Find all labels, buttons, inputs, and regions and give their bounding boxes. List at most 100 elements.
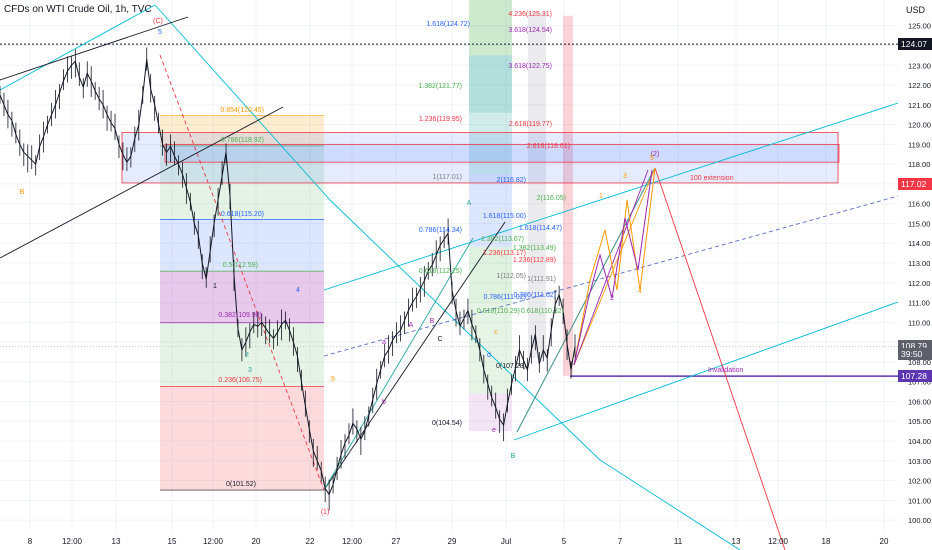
- wave-label: A: [409, 322, 414, 329]
- x-tick-label: 15: [168, 537, 177, 546]
- y-tick-label: 105.00: [908, 417, 931, 426]
- trend-line: [573, 169, 649, 366]
- extension-zone: [121, 132, 839, 184]
- fib-extension-label: 1.382(113.49): [513, 245, 556, 252]
- fib-extension-label: 0(104.54): [432, 420, 462, 427]
- x-tick-label: 13: [732, 537, 741, 546]
- trend-line: [0, 16, 189, 81]
- fib-zone: [528, 11, 546, 358]
- wave-label: B: [430, 318, 435, 325]
- trend-line: [329, 199, 601, 461]
- fib-label: 0.5(112.59): [223, 262, 258, 269]
- wave-label: 5: [331, 376, 335, 383]
- y-tick-label: 118.00: [908, 160, 930, 169]
- fib-zone: [469, 174, 512, 248]
- wave-label: a: [382, 339, 386, 346]
- fib-extension-label: 1.382(113.67): [481, 236, 524, 243]
- fib-label: 0.786(118.92): [221, 137, 264, 144]
- x-tick-label: 5: [562, 537, 567, 546]
- price-badge: 117.02: [898, 177, 932, 190]
- fib-extension-label: 1.618(115.00): [483, 213, 526, 220]
- x-tick-label: 13: [112, 537, 121, 546]
- invalidation-note: Invalidation: [708, 367, 744, 374]
- x-tick-label: 20: [252, 537, 261, 546]
- wave-label: B: [511, 453, 516, 460]
- fib-label: 0.618(115.20): [221, 211, 264, 218]
- x-tick-label: 12:00: [203, 537, 224, 546]
- fib-extension-label: 1(111.91): [527, 276, 556, 283]
- x-tick-label: 12:00: [62, 537, 83, 546]
- fib-extension-label: 0.618(112.25): [419, 268, 462, 275]
- fib-extension-label: 1(112.05): [497, 273, 526, 280]
- x-tick-label: 12:00: [342, 537, 363, 546]
- price-badge: 39:50: [898, 347, 932, 360]
- fib-zone: [160, 219, 324, 272]
- fib-extension-label: 0.786(111.02): [483, 294, 526, 301]
- y-tick-label: 120.00: [908, 121, 931, 130]
- fib-zone: [469, 112, 512, 175]
- fib-label: 0.382(109.98): [218, 312, 262, 319]
- y-tick-label: 115.00: [908, 219, 930, 228]
- fib-extension-label: 2(116.82): [497, 177, 526, 184]
- x-tick-label: 20: [880, 537, 889, 546]
- x-tick-label: 18: [822, 537, 831, 546]
- fib-label: 0(101.52): [226, 481, 256, 488]
- y-tick-label: 111.00: [908, 299, 930, 308]
- fib-extension-label: 0.618(110.29): [477, 308, 520, 315]
- wave-label: (C): [153, 18, 163, 25]
- y-tick-label: 114.00: [908, 239, 930, 248]
- fib-extension-label: 4.236(125.31): [508, 11, 552, 18]
- fib-zone: [469, 0, 512, 56]
- y-tick-label: 125.00: [908, 22, 931, 31]
- chart-title: CFDs on WTI Crude Oil, 1h, TVC: [4, 4, 152, 15]
- y-tick-label: 121.00: [908, 101, 931, 110]
- fib-label: 1(117.01): [433, 174, 462, 181]
- y-tick-label: 113.00: [908, 259, 930, 268]
- trend-line: [323, 221, 506, 491]
- wave-label: b: [382, 399, 386, 406]
- y-tick-label: 122.00: [908, 81, 931, 90]
- fib-extension-label: 1.236(113.17): [483, 250, 526, 257]
- trend-line: [573, 167, 656, 366]
- x-tick-label: 7: [618, 537, 623, 546]
- y-tick-label: 110.00: [908, 318, 930, 327]
- trend-line: [0, 106, 284, 259]
- wave-label: 4: [296, 287, 300, 294]
- trend-line: [513, 301, 899, 441]
- wave-label: B: [20, 189, 25, 196]
- trend-line: [323, 102, 899, 291]
- currency-label: USD: [906, 5, 926, 15]
- fib-label: 1.236(119.95): [419, 116, 462, 123]
- y-tick-label: 101.00: [908, 496, 931, 505]
- extension-zone: [164, 143, 840, 163]
- fib-extension-label: 3.618(122.75): [508, 63, 552, 70]
- wave-label: 4: [638, 288, 642, 295]
- y-tick-label: 116.00: [908, 200, 930, 209]
- fib-zone: [469, 55, 512, 113]
- wave-label: e: [492, 427, 496, 434]
- fib-extension-label: 2.618(118.61): [527, 143, 570, 150]
- trend-line: [323, 237, 474, 491]
- y-tick-label: 106.00: [908, 397, 931, 406]
- fib-label: 0.854(120.45): [220, 107, 264, 114]
- wave-label: (2): [651, 151, 660, 158]
- wave-label: (1): [321, 509, 330, 516]
- x-tick-label: 22: [306, 537, 315, 546]
- fib-extension-label: 0.786(114.34): [419, 227, 462, 234]
- fib-extension-label: 2.618(119.77): [509, 121, 552, 128]
- y-tick-label: 112.00: [908, 279, 930, 288]
- y-tick-label: 104.00: [908, 437, 931, 446]
- projected-wave: [573, 169, 653, 366]
- wave-label: A: [467, 200, 472, 207]
- wave-label: 5: [650, 155, 654, 162]
- fib-label: 1.618(124.72): [426, 21, 470, 28]
- y-tick-label: 107.00: [908, 378, 931, 387]
- fib-extension-label: 1.618(114.47): [519, 225, 562, 232]
- wave-label: d: [487, 352, 491, 359]
- trend-line: [654, 167, 786, 550]
- wave-label: 1: [599, 193, 603, 200]
- fib-zone: [563, 15, 573, 376]
- price-series-line: [0, 59, 576, 496]
